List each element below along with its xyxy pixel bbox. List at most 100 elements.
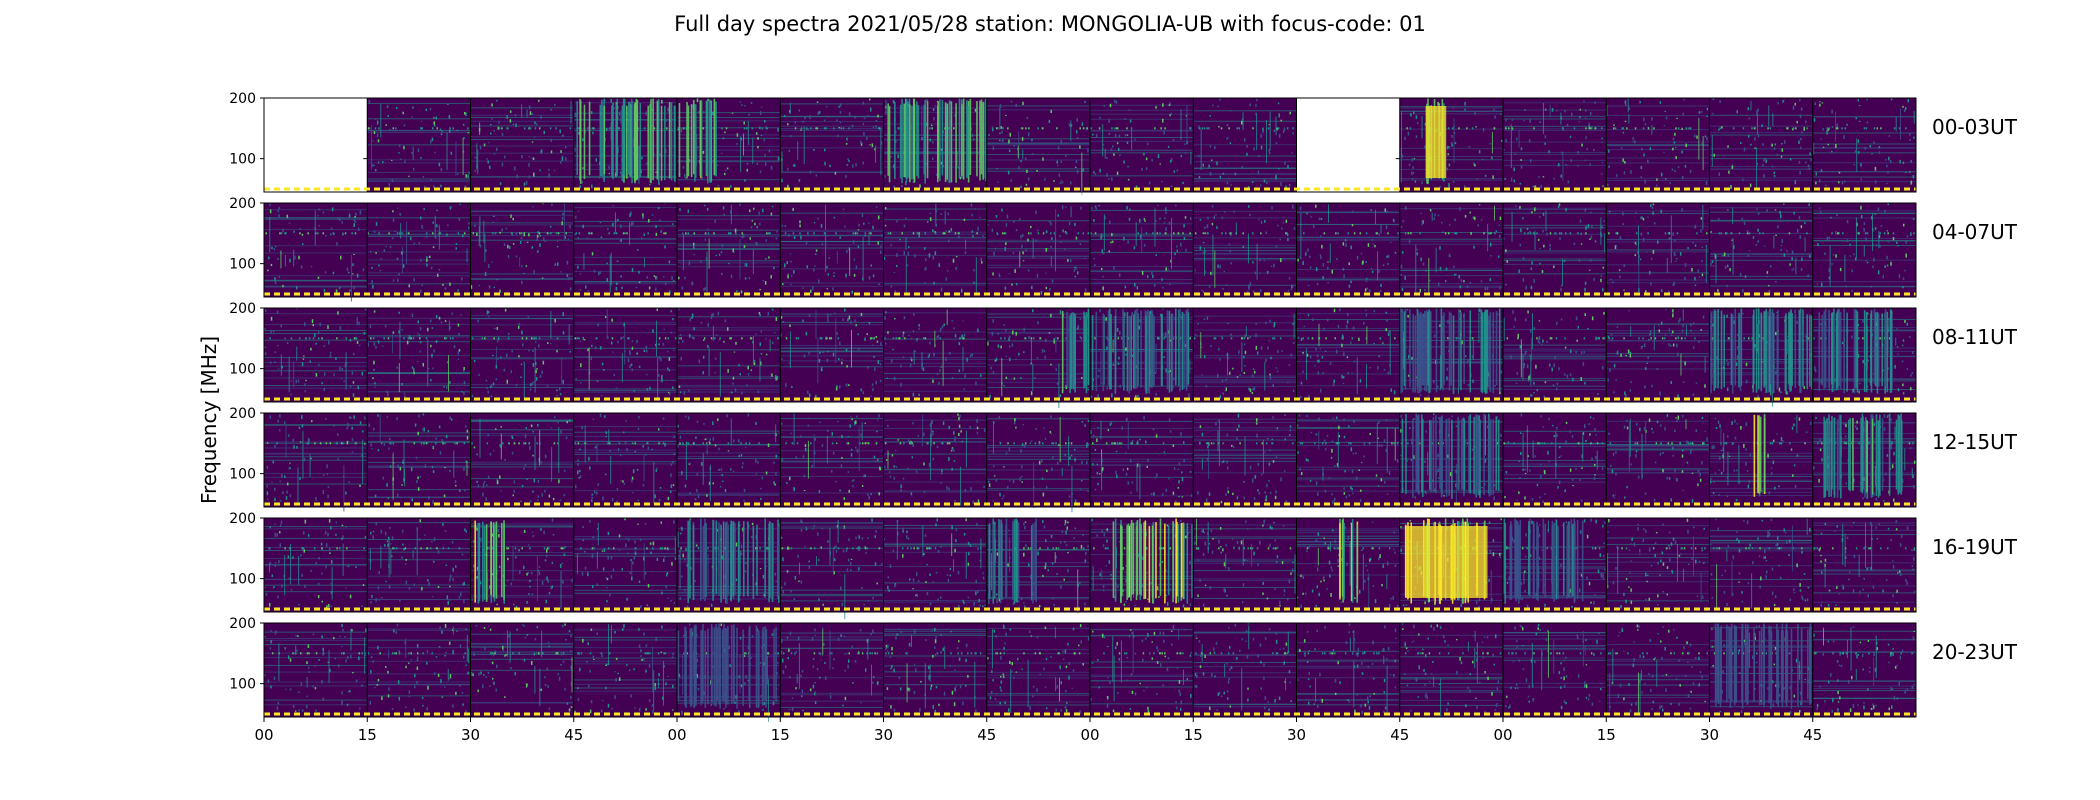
noise-speckle [1629,353,1632,358]
noise-speckle [829,164,831,168]
noise-speckle [600,394,603,397]
noise-speckle [403,124,406,127]
noise-speckle [431,353,433,358]
noise-speckle [1198,155,1200,158]
noise-speckle [1478,308,1480,313]
noise-speckle [1470,375,1473,377]
noise-streak [789,102,791,115]
noise-speckle [980,374,982,377]
noise-speckle [566,260,569,265]
noise-streak [789,331,791,369]
noise-speckle [658,183,660,185]
signal-dot [929,127,931,130]
noise-streak [629,222,631,245]
noise-speckle [1119,384,1121,388]
signal-dot [1065,232,1068,235]
noise-band [780,347,884,349]
noise-speckle [497,337,500,341]
noise-band [1193,386,1297,388]
noise-band [1399,388,1503,390]
noise-streak [1264,361,1266,391]
noise-streak [448,354,450,392]
noise-speckle [841,361,843,365]
noise-speckle [1252,261,1254,264]
noise-speckle [826,288,829,290]
noise-speckle [1285,185,1287,188]
noise-streak [1380,225,1382,234]
noise-speckle [566,274,569,278]
noise-streak [280,354,282,376]
noise-speckle [773,266,775,270]
noise-speckle [1901,360,1904,363]
noise-band [1399,147,1503,149]
signal-dot [367,232,369,235]
signal-dot [816,127,819,130]
noise-speckle [294,255,296,260]
noise-speckle [1073,269,1076,272]
noise-speckle [1647,355,1649,360]
noise-band [1503,329,1607,331]
noise-speckle [1565,164,1567,166]
noise-speckle [591,344,593,347]
signal-dot [555,232,558,235]
noise-speckle [1042,157,1044,161]
noise-speckle [1629,389,1632,392]
noise-band [1193,382,1297,384]
noise-speckle [1865,237,1867,242]
noise-band [677,145,781,147]
noise-speckle [1647,216,1649,218]
signal-dot [1286,127,1289,130]
noise-speckle [1640,232,1643,236]
panel-background [1193,203,1297,297]
noise-band [1503,125,1607,127]
signal-dot [1549,337,1552,340]
noise-speckle [1855,117,1857,120]
noise-speckle [912,392,915,397]
noise-streak [1070,206,1072,217]
noise-band [1606,179,1710,181]
signal-dot [1242,232,1244,235]
noise-streak [434,215,436,239]
noise-speckle [1459,285,1462,289]
noise-speckle [438,316,441,320]
noise-speckle [1888,135,1891,137]
noise-speckle [991,228,994,232]
noise-speckle [1533,278,1535,283]
signal-dot [449,337,452,340]
noise-speckle [1315,204,1317,208]
signal-dot [452,337,454,340]
noise-speckle [1229,142,1232,144]
burst-streak [616,98,619,176]
noise-streak [1702,204,1704,230]
signal-dot [506,127,508,130]
noise-speckle [1803,126,1806,131]
noise-speckle [620,224,622,229]
noise-band [1812,210,1916,212]
noise-speckle [1902,391,1905,395]
noise-speckle [587,126,589,130]
noise-band [470,176,574,178]
noise-speckle [449,282,451,286]
signal-dot [432,232,434,235]
noise-speckle [1320,388,1322,393]
noise-speckle [720,152,723,154]
noise-band [1399,128,1503,130]
noise-speckle [1628,107,1631,110]
noise-speckle [491,117,493,120]
noise-speckle [348,213,351,218]
noise-speckle [1762,143,1764,146]
noise-speckle [622,336,624,339]
noise-speckle [1076,327,1079,330]
noise-speckle [1558,367,1560,371]
signal-dot [1560,232,1563,235]
noise-speckle [682,232,684,235]
noise-band [1503,252,1607,254]
noise-speckle [1514,317,1517,322]
noise-speckle [1051,279,1054,283]
noise-speckle [1326,318,1329,322]
noise-speckle [839,121,842,124]
noise-speckle [1000,345,1002,349]
signal-dot [626,232,628,235]
noise-band [1709,211,1813,213]
